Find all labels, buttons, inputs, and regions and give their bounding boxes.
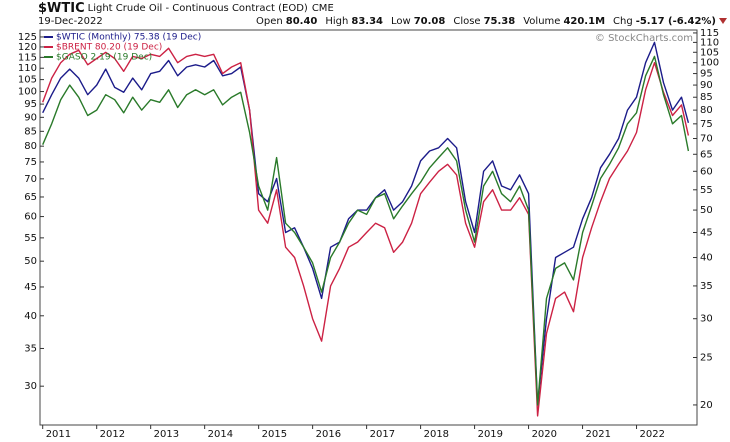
y-tick-label: 45 <box>24 282 37 293</box>
x-tick-label: 2011 <box>46 429 71 440</box>
y-tick-label: 60 <box>24 212 37 223</box>
y2-tick-label: 75 <box>700 119 713 130</box>
x-tick-label: 2022 <box>640 429 665 440</box>
y-tick-label: 70 <box>24 174 37 185</box>
x-tick-label: 2017 <box>370 429 395 440</box>
y2-tick-label: 30 <box>700 314 713 325</box>
series-line <box>42 55 690 406</box>
quote-value: -5.17 (-6.42%) <box>636 16 716 27</box>
y2-tick-label: 65 <box>700 149 713 160</box>
legend-label: $WTIC (Monthly) 75.38 (19 Dec) <box>56 33 201 43</box>
y-tick-label: 50 <box>24 256 37 267</box>
legend-label: $BRENT 80.20 (19 Dec) <box>56 43 162 53</box>
y-tick-label: 75 <box>24 157 37 168</box>
y2-tick-label: 80 <box>700 105 713 116</box>
exchange: CME <box>312 3 334 14</box>
quote-label: Volume <box>523 16 560 27</box>
quote-label: Low <box>391 16 411 27</box>
quote-value: 75.38 <box>484 16 516 27</box>
y2-tick-label: 70 <box>700 134 713 145</box>
y2-tick-label: 105 <box>700 47 719 58</box>
y-tick-label: 65 <box>24 192 37 203</box>
y2-tick-label: 95 <box>700 69 713 80</box>
x-tick-label: 2021 <box>586 429 611 440</box>
y2-tick-label: 110 <box>700 37 719 48</box>
quote: Open 80.40 High 83.34 Low 70.08 Close 75.38 Volu… <box>256 16 716 27</box>
x-tick-label: 2020 <box>532 429 557 440</box>
x-tick-label: 2019 <box>478 429 503 440</box>
y2-tick-label: 50 <box>700 205 713 216</box>
y2-tick-label: 85 <box>700 92 713 103</box>
y-tick-label: 40 <box>24 311 37 322</box>
x-tick-label: 2015 <box>262 429 287 440</box>
y-tick-label: 105 <box>18 75 37 86</box>
y2-tick-label: 25 <box>700 352 713 363</box>
x-tick-label: 2018 <box>424 429 449 440</box>
y2-tick-label: 115 <box>700 28 719 39</box>
y-tick-label: 55 <box>24 233 37 244</box>
y2-tick-label: 45 <box>700 227 713 238</box>
copyright: © StockCharts.com <box>595 33 693 44</box>
y-tick-label: 80 <box>24 141 37 152</box>
date: 19-Dec-2022 <box>38 16 103 27</box>
series-line <box>42 41 690 406</box>
x-tick-label: 2014 <box>208 429 233 440</box>
quote-value: 420.1M <box>563 16 605 27</box>
instrument-name: Light Crude Oil - Continuous Contract (E… <box>88 3 308 14</box>
y2-tick-label: 40 <box>700 253 713 264</box>
y-tick-label: 100 <box>18 87 37 98</box>
quote-value: 80.40 <box>286 16 318 27</box>
quote-label: Open <box>256 16 283 27</box>
y-tick-label: 110 <box>18 63 37 74</box>
y-tick-label: 90 <box>24 112 37 123</box>
y2-tick-label: 100 <box>700 58 719 69</box>
y-tick-label: 85 <box>24 126 37 137</box>
down-arrow <box>719 18 727 24</box>
y-tick-label: 95 <box>24 99 37 110</box>
x-tick-label: 2012 <box>100 429 125 440</box>
quote-value: 83.34 <box>351 16 383 27</box>
quote-label: High <box>325 16 348 27</box>
y-tick-label: 125 <box>18 32 37 43</box>
plot-frame <box>39 29 698 426</box>
symbol: $WTIC <box>38 1 85 16</box>
quote-value: 70.08 <box>414 16 446 27</box>
y-tick-label: 30 <box>24 381 37 392</box>
x-tick-label: 2013 <box>154 429 179 440</box>
y-tick-label: 115 <box>18 52 37 63</box>
quote-label: Chg <box>613 16 633 27</box>
y2-tick-label: 20 <box>700 400 713 411</box>
y2-tick-label: 35 <box>700 281 713 292</box>
series-line <box>42 47 690 417</box>
y2-tick-label: 55 <box>700 185 713 196</box>
y2-tick-label: 60 <box>700 166 713 177</box>
quote-label: Close <box>453 16 480 27</box>
chart-header: $WTIC Light Crude Oil - Continuous Contra… <box>38 1 334 16</box>
y-tick-label: 120 <box>18 42 37 53</box>
y2-tick-label: 90 <box>700 80 713 91</box>
x-tick-label: 2016 <box>316 429 341 440</box>
legend-label: $GASO 2.19 (19 Dec) <box>56 53 152 63</box>
y-tick-label: 35 <box>24 343 37 354</box>
